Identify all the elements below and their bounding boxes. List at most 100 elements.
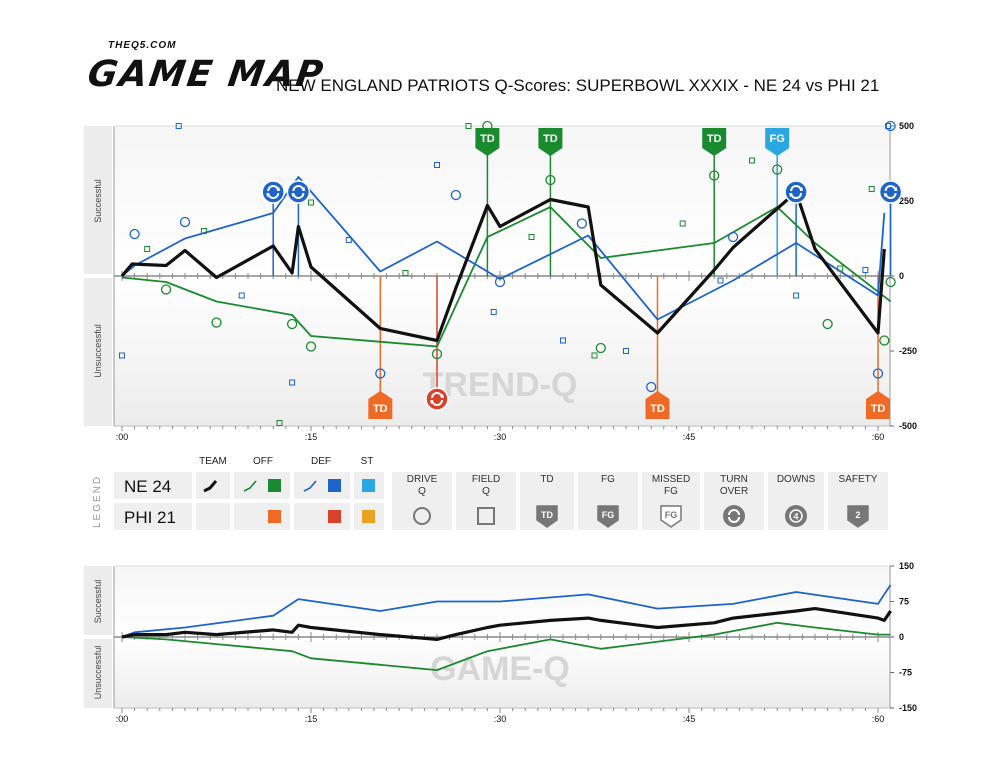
trend-x-tick-label: :45	[683, 432, 696, 442]
legend-header-team: TEAM	[199, 456, 227, 467]
trend-turnover-icon	[878, 180, 903, 204]
trend-y-tick-label: -500	[899, 421, 917, 431]
team-line-swatch	[203, 480, 218, 493]
safety-badge-icon: 2	[847, 505, 869, 528]
game-successful-label: Successful	[93, 580, 103, 624]
game-x-tick-label: :45	[683, 714, 696, 724]
game-x-tick-label: :60	[872, 714, 885, 724]
game-x-tick-label: :30	[494, 714, 507, 724]
trend-td-badge-icon: TD	[538, 128, 563, 156]
trend-td-badge-icon: TD	[368, 391, 393, 419]
legend-key-label: DOWNS	[776, 474, 816, 485]
legend-team-phi: PHI 21	[124, 508, 176, 527]
team-cell-phi	[114, 503, 192, 530]
trend-field-q-point	[490, 309, 497, 315]
fg-badge-icon: FG	[597, 505, 619, 528]
legend-key-box	[392, 472, 452, 530]
game-label-strip-bottom	[84, 639, 112, 708]
trend-field-q-point	[238, 292, 245, 299]
circle-icon	[413, 507, 431, 525]
trend-event-label: TD	[650, 403, 665, 415]
trend-drive-q-point	[179, 216, 191, 228]
trend-turnover-icon	[784, 180, 808, 204]
trend-upper-area	[114, 126, 890, 276]
downs-icon: 4	[785, 505, 807, 527]
trend-successful-label: Successful	[93, 179, 103, 223]
trend-field-q-point	[402, 270, 409, 276]
trend-y-tick-label: 500	[899, 121, 914, 131]
st-square-phi	[362, 510, 375, 523]
legend-swatches	[203, 480, 317, 493]
trend-field-q-point	[837, 265, 844, 272]
trend-field-q-point	[528, 234, 535, 240]
trend-drive-q-point	[576, 218, 588, 229]
trend-field-q-point	[175, 123, 182, 129]
off-line-swatch	[243, 480, 257, 492]
legend-key-box	[456, 472, 516, 530]
trend-y-tick-label: -250	[899, 346, 917, 356]
trend-label-strip-bottom	[84, 278, 112, 426]
trend-drive-q-point	[545, 174, 556, 186]
trend-panel: SuccessfulUnsuccessfulTREND-Q:00:15:30:4…	[84, 120, 917, 442]
square-icon	[477, 507, 495, 525]
trend-turnover-icon	[261, 180, 285, 204]
turnover-icon	[723, 505, 745, 527]
legend-key-label: MISSED FG	[651, 474, 691, 497]
trend-field-q-point	[868, 186, 875, 192]
trend-drive-q-point	[211, 317, 222, 328]
def-line-swatch	[303, 480, 317, 492]
legend-header-def: DEF	[311, 456, 331, 467]
trend-event-label: TD	[871, 403, 886, 415]
svg-text:FG: FG	[665, 510, 678, 520]
trend-unsuccessful-label: Unsuccessful	[93, 324, 103, 378]
trend-y-tick-label: 0	[899, 271, 904, 281]
trend-turnover-icon	[425, 387, 449, 411]
trend-field-q-point	[717, 277, 724, 284]
trend-y-tick-label: 250	[899, 196, 914, 206]
legend-key-label: FG	[601, 474, 615, 485]
game-y-tick-label: 75	[899, 597, 909, 607]
legend-key-label: TD	[540, 474, 554, 485]
trend-field-q-point	[679, 220, 686, 227]
game-y-tick-label: 150	[899, 561, 914, 571]
game-x-tick-label: :15	[305, 714, 318, 724]
trend-field-q-point	[289, 379, 296, 386]
trend-event-label: TD	[373, 403, 388, 415]
trend-field-q-point	[591, 352, 598, 359]
svg-text:TD: TD	[541, 510, 553, 520]
trend-td-badge-icon: TD	[645, 391, 670, 419]
trend-fg-badge-icon: FG	[765, 128, 790, 156]
game-label-strip-top	[84, 566, 112, 635]
trend-field-q-point	[276, 420, 283, 426]
trend-lower-area	[114, 276, 890, 426]
trend-label-strip-top	[84, 126, 112, 274]
legend-key-label: TURN OVER	[719, 474, 749, 497]
trend-drive-q-point	[885, 120, 896, 132]
trend-drive-q-point	[494, 276, 506, 288]
trend-field-q-point	[119, 352, 125, 359]
trend-field-q-point	[200, 228, 207, 234]
def-square-ne	[328, 479, 341, 492]
game-series-def	[121, 584, 892, 638]
trend-field-q-point	[465, 123, 472, 129]
trend-field-q-point	[434, 162, 440, 168]
trend-drive-q-point	[772, 164, 783, 175]
st-square-ne	[362, 479, 375, 492]
trend-drive-q-point	[709, 170, 720, 181]
game-y-tick-label: -150	[899, 703, 917, 713]
game-y-tick-label: 0	[899, 632, 904, 642]
trend-field-q-point	[862, 267, 869, 273]
trend-event-label: TD	[543, 133, 558, 145]
trend-drive-q-point	[727, 231, 739, 243]
trend-drive-q-point	[822, 318, 833, 330]
trend-series-team	[120, 190, 886, 343]
trend-td-badge-icon: TD	[702, 128, 727, 156]
missed-fg-badge-icon: FG	[660, 505, 682, 528]
legend-key-label: DRIVE Q	[406, 474, 438, 497]
trend-event-label: TD	[707, 133, 722, 145]
site-name: THEQ5.COM	[108, 40, 177, 51]
td-badge-icon: TD	[536, 505, 558, 528]
trend-field-q-point	[345, 237, 352, 243]
trend-drive-q-point	[129, 228, 140, 240]
trend-field-q-point	[623, 348, 629, 354]
